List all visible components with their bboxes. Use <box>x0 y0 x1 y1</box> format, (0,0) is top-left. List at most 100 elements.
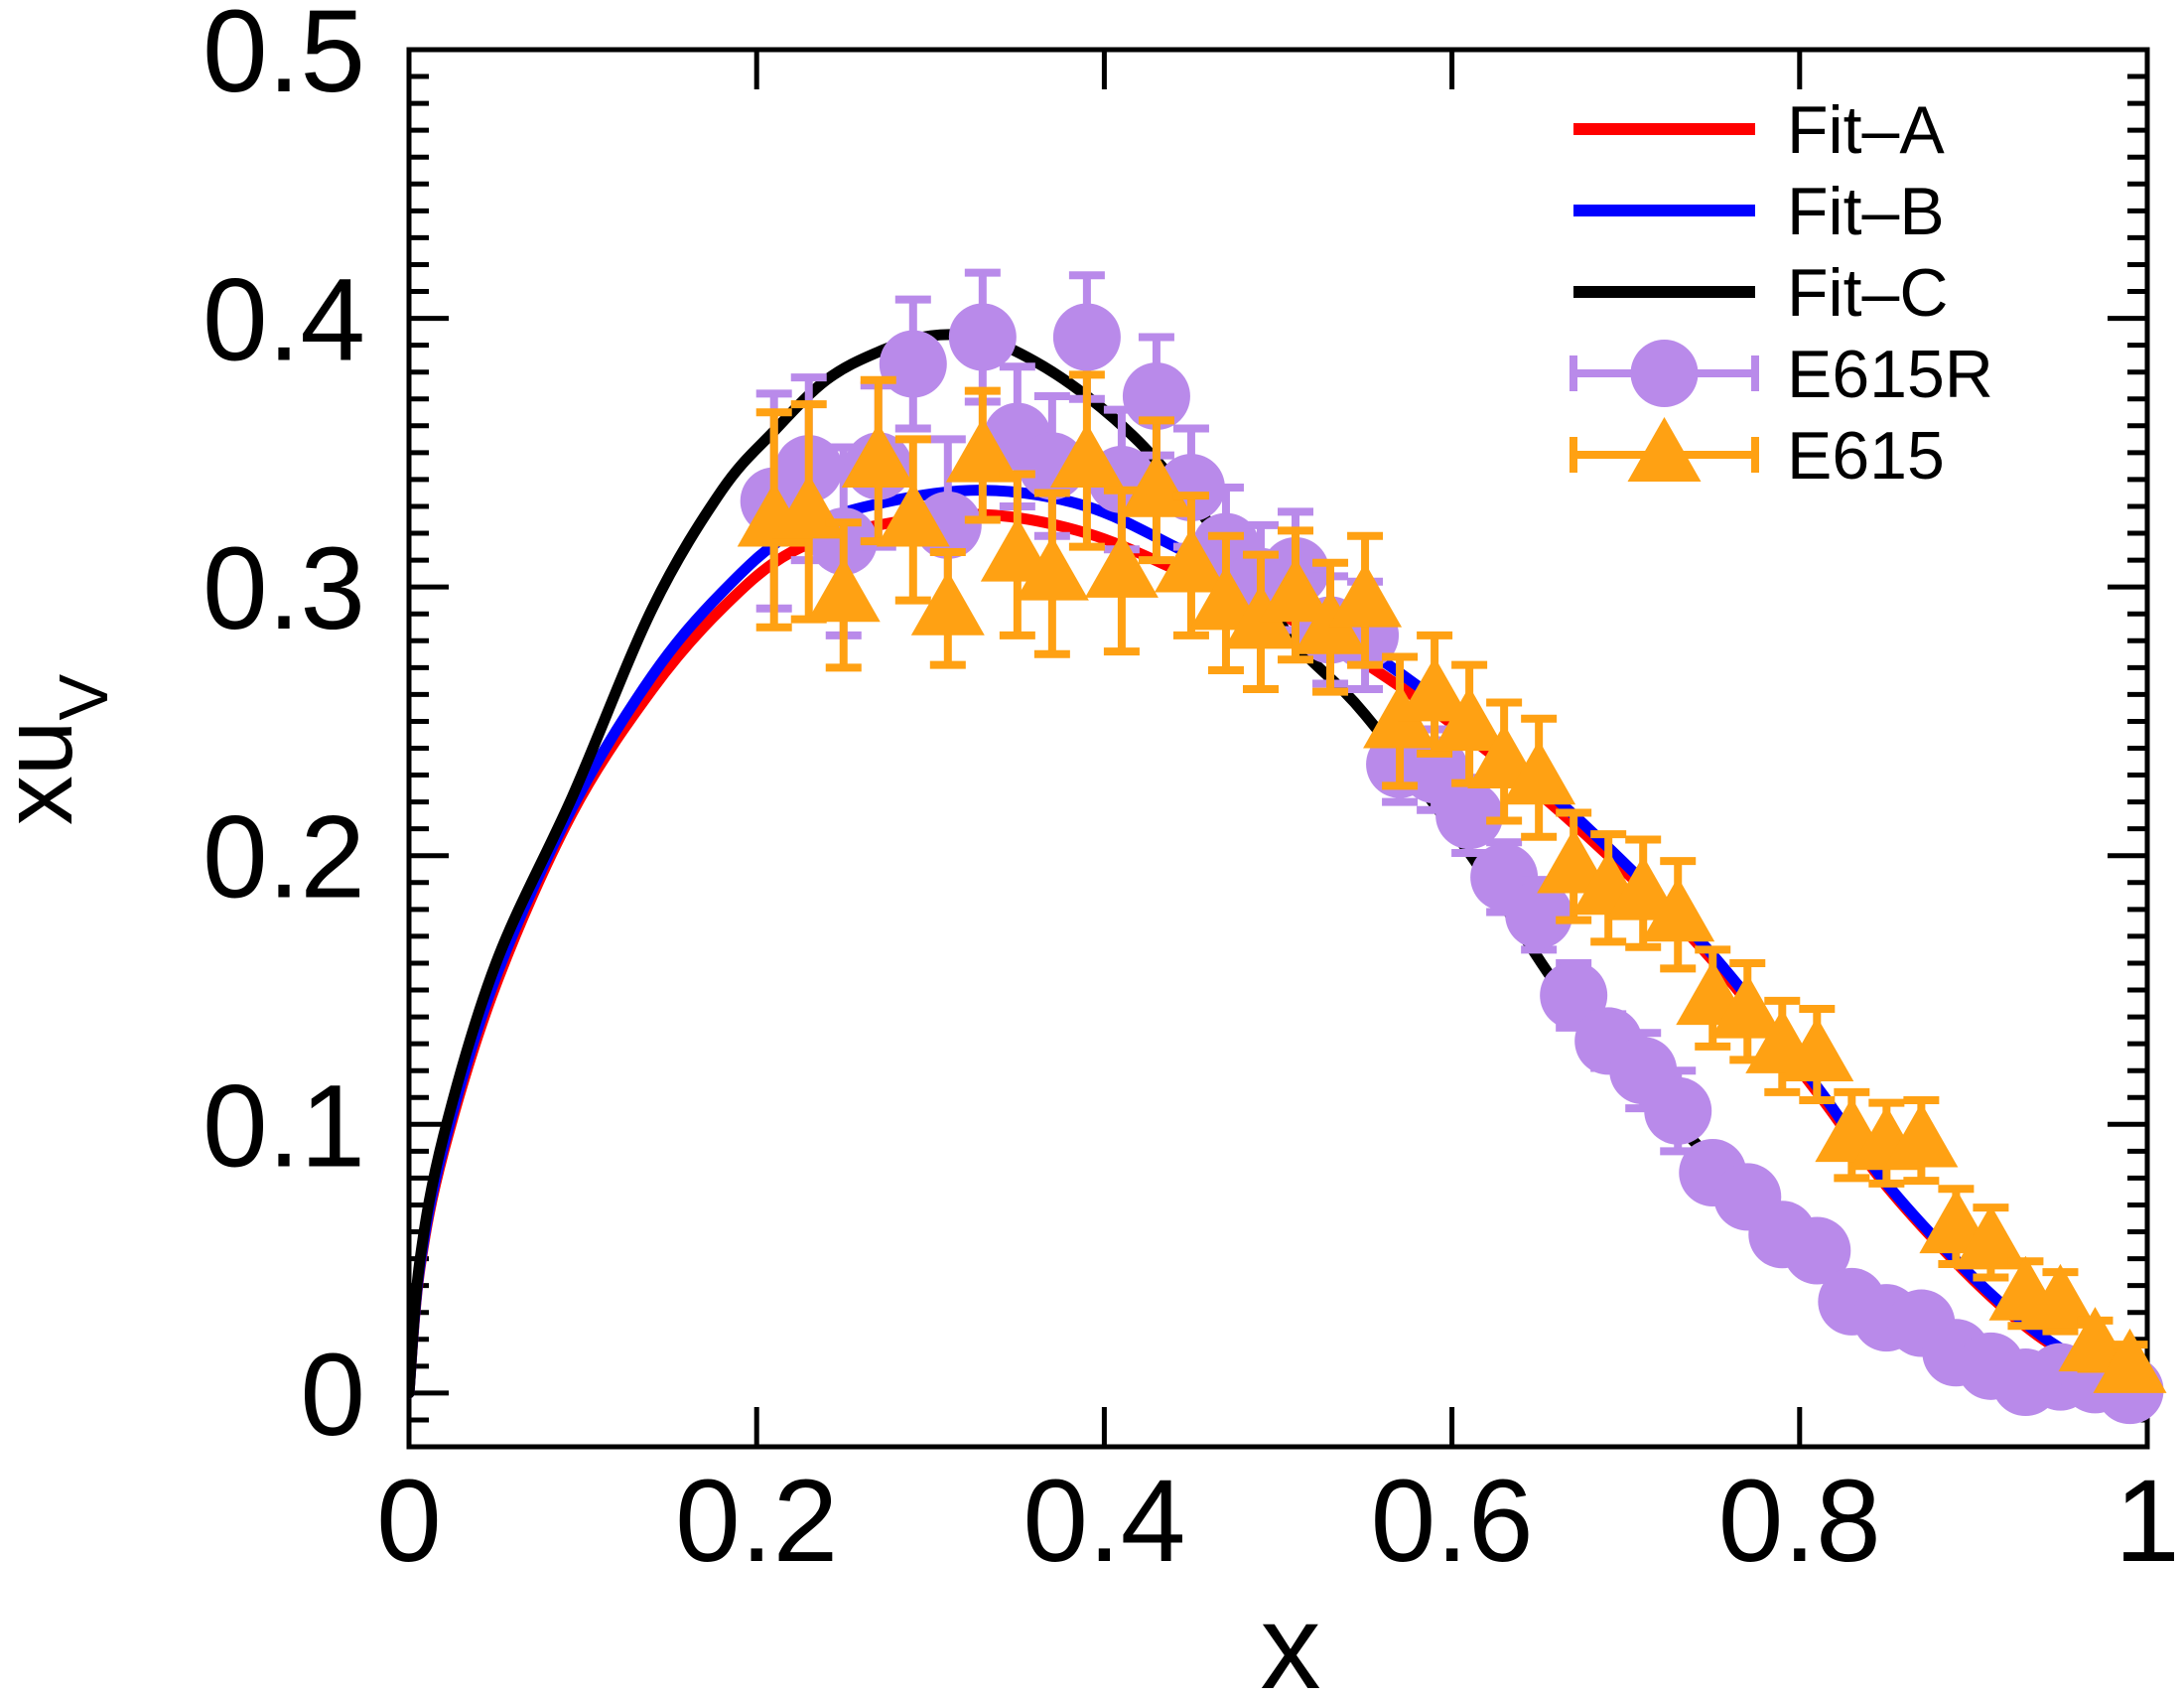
e615-point <box>1502 714 1576 841</box>
e615-point <box>1119 416 1193 565</box>
triangle-marker <box>945 417 1020 483</box>
e615-point <box>2023 1263 2098 1336</box>
triangle-marker <box>1884 1102 1959 1168</box>
e615-point <box>1259 526 1333 664</box>
e615-point <box>1398 631 1472 758</box>
circle-marker <box>1505 881 1573 949</box>
y-axis-title-subscript: V <box>45 674 122 721</box>
e615r-point <box>1644 1066 1712 1156</box>
circle-marker <box>1435 781 1504 850</box>
triangle-marker <box>1154 527 1228 593</box>
e615-point <box>1606 835 1681 951</box>
y-axis-title-main: xu <box>0 721 93 826</box>
triangle-marker <box>1294 589 1368 654</box>
legend-circle-marker <box>1630 340 1699 407</box>
e615-point <box>1710 958 1785 1064</box>
e615-point <box>1049 370 1124 551</box>
e615-point <box>1780 1004 1854 1104</box>
y-tick-label: 0.5 <box>203 0 365 117</box>
circle-marker <box>1783 1216 1851 1285</box>
y-tick-labels: 0 0.1 0.2 0.3 0.4 0.5 <box>203 0 365 1461</box>
triangle-marker <box>1084 532 1159 598</box>
triangle-marker <box>1328 562 1403 628</box>
y-tick-label: 0.3 <box>203 523 365 654</box>
y-tick-label: 0.4 <box>203 255 365 386</box>
triangle-marker <box>2058 1307 2132 1372</box>
x-tick-label: 0.4 <box>1023 1456 1185 1587</box>
legend-entry-e615: E615 <box>1570 417 1945 494</box>
triangle-marker <box>1954 1204 2028 1270</box>
e615-point <box>1294 558 1368 696</box>
legend-label: Fit–B <box>1787 174 1945 249</box>
legend-label: E615 <box>1787 418 1945 494</box>
triangle-marker <box>1433 686 1507 752</box>
data-series <box>737 268 2167 1425</box>
legend-entry-fit-a: Fit–A <box>1573 92 1945 168</box>
triangle-marker <box>1641 877 1715 942</box>
legend-label: Fit–C <box>1787 255 1948 331</box>
x-tick-labels: 0 0.2 0.4 0.6 0.8 1 <box>376 1456 2180 1587</box>
triangle-marker <box>910 570 985 636</box>
triangle-marker <box>2023 1263 2098 1329</box>
triangle-marker <box>1119 452 1193 517</box>
circle-marker <box>1052 303 1121 371</box>
triangle-marker <box>876 482 950 547</box>
e615-point <box>806 518 881 672</box>
e615-point <box>1641 857 1715 973</box>
circle-marker <box>948 303 1017 371</box>
circle-marker <box>879 330 947 398</box>
x-axis-title: x <box>1261 1579 1321 1698</box>
y-tick-label: 0 <box>300 1330 365 1461</box>
triangle-marker <box>1780 1016 1854 1081</box>
e615-point <box>2093 1328 2167 1393</box>
triangle-marker <box>1502 740 1576 805</box>
legend-entry-e615r: E615R <box>1570 337 1993 412</box>
legend-triangle-marker <box>1627 417 1702 482</box>
axes-and-ticks <box>406 47 2150 1450</box>
e615-point <box>1884 1095 1959 1186</box>
e615-point <box>1223 550 1297 693</box>
e615-point <box>876 435 950 605</box>
triangle-marker <box>1015 535 1089 601</box>
e615-point <box>1154 492 1228 639</box>
e615-point <box>945 386 1020 524</box>
circle-marker <box>1540 961 1608 1030</box>
triangle-marker <box>1363 683 1437 749</box>
x-tick-label: 0.8 <box>1718 1456 1881 1587</box>
circle-marker <box>1644 1076 1712 1145</box>
triangle-marker <box>1259 557 1333 623</box>
e615r-point <box>1783 1216 1851 1285</box>
e615-point <box>1328 531 1403 669</box>
e615-point <box>1084 486 1159 656</box>
triangle-marker <box>806 557 881 623</box>
e615-point <box>910 547 985 669</box>
e615-point <box>1363 652 1437 790</box>
x-tick-label: 0 <box>376 1456 442 1587</box>
circle-marker <box>1122 362 1190 431</box>
triangle-marker <box>2093 1328 2167 1393</box>
series-e615 <box>737 370 2167 1393</box>
y-tick-label: 0.1 <box>203 1061 365 1192</box>
triangle-marker <box>1223 584 1297 649</box>
x-tick-label: 1 <box>2115 1456 2180 1587</box>
y-tick-label: 0.2 <box>203 792 365 923</box>
legend-entry-fit-c: Fit–C <box>1573 255 1948 331</box>
e615-point <box>1015 489 1089 658</box>
triangle-marker <box>1398 656 1472 722</box>
triangle-marker <box>1049 422 1124 488</box>
e615-point <box>1954 1203 2028 1282</box>
triangle-marker <box>1537 828 1611 894</box>
e615r-point <box>948 268 1017 406</box>
y-axis-title: xuV <box>0 674 122 826</box>
legend-label: Fit–A <box>1787 92 1945 168</box>
triangle-marker <box>1710 973 1785 1039</box>
e615-point <box>1537 808 1611 924</box>
e615r-point <box>879 295 947 433</box>
legend-entry-fit-b: Fit–B <box>1573 174 1945 249</box>
legend-label: E615R <box>1787 337 1993 412</box>
triangle-marker <box>1606 855 1681 920</box>
e615r-point <box>1435 774 1504 858</box>
